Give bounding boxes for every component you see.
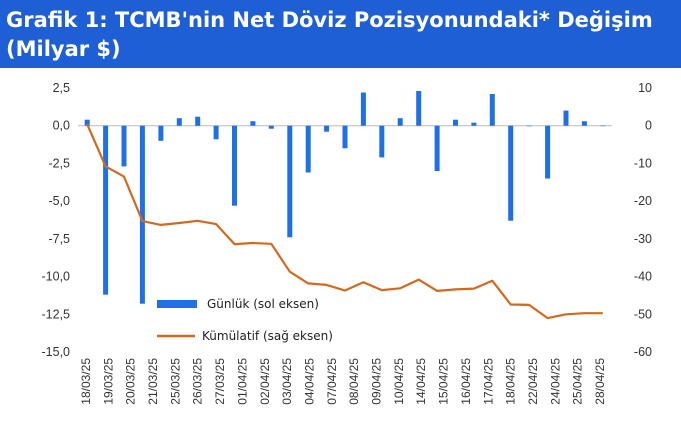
legend: Günlük (sol eksen) Kümülatif (sağ eksen): [157, 297, 333, 343]
bar-18/03/25: [84, 119, 90, 126]
bar-23/04/25: [526, 125, 532, 127]
bar-09/04/25: [342, 125, 348, 149]
x-tick-label: 09/04/25: [370, 358, 384, 405]
bar-24/04/25: [545, 125, 551, 179]
y-right-tick-label: 10: [638, 81, 652, 95]
bar-26/03/25: [195, 116, 201, 126]
bar-20/03/25: [121, 125, 127, 167]
cumulative-line: [86, 123, 603, 320]
y-right-tick-label: 0: [645, 119, 652, 133]
y-right-tick-label: -30: [634, 232, 652, 246]
bar-28/04/25: [581, 121, 587, 126]
x-tick-label: 28/04/25: [593, 358, 607, 405]
bar-21/04/25: [489, 94, 495, 126]
title-band: Grafik 1: TCMB'nin Net Döviz Pozisyonund…: [0, 0, 681, 68]
y-right-tick-label: -10: [634, 156, 652, 170]
y-left-tick-label: 0,0: [53, 119, 70, 133]
x-tick-label: 16/04/25: [459, 358, 473, 405]
bar-04/04/25: [287, 125, 293, 238]
y-left-tick-label: -15,0: [42, 345, 71, 359]
y-left-tick-label: -7,5: [48, 232, 70, 246]
bar-07/04/25: [305, 125, 311, 173]
y-left-tick-label: -12,5: [42, 307, 71, 321]
bar-02/04/25: [250, 121, 256, 126]
legend-bar-swatch: [157, 300, 197, 308]
bar-10/04/25: [360, 92, 366, 126]
y-right-tick-label: -20: [634, 194, 652, 208]
x-tick-label: 18/04/25: [504, 358, 518, 405]
y-right-tick-label: -60: [634, 345, 652, 359]
bar-24/03/25: [158, 125, 164, 141]
x-axis: 18/03/25 19/03/25 20/03/25 21/03/25 25/03/25…: [79, 358, 607, 405]
bar-01/04/25: [232, 125, 237, 206]
x-tick-label: 07/04/25: [325, 358, 339, 405]
bar-15/04/25: [416, 91, 422, 126]
x-tick-label: 19/03/25: [101, 358, 115, 405]
bar-21/03/25: [139, 125, 145, 304]
y-right-tick-label: -50: [634, 307, 652, 321]
x-tick-label: 24/04/25: [548, 358, 562, 405]
x-tick-label: 17/04/25: [481, 358, 495, 405]
x-tick-label: 20/03/25: [124, 358, 138, 405]
bar-18/04/25: [471, 122, 477, 126]
y-axis-left: 2,5 0,0 -2,5 -5,0 -7,5 -10,0 -12,5 -15,0: [42, 81, 71, 359]
bar-19/03/25: [103, 125, 109, 295]
bar-27/03/25: [213, 125, 219, 140]
legend-line-label: Kümülatif (sağ eksen): [202, 329, 333, 343]
bar-29/04/25: [600, 125, 606, 127]
y-left-tick-label: -5,0: [48, 194, 70, 208]
x-tick-label: 22/04/25: [526, 358, 540, 405]
x-tick-label: 27/03/25: [213, 358, 227, 405]
y-left-tick-label: -2,5: [48, 156, 70, 170]
chart-title: Grafik 1: TCMB'nin Net Döviz Pozisyonund…: [6, 8, 653, 32]
chart: 2,5 0,0 -2,5 -5,0 -7,5 -10,0 -12,5 -15,0 10 0 -10…: [42, 81, 653, 405]
bar-17/04/25: [453, 119, 458, 126]
x-tick-label: 08/04/25: [347, 358, 361, 405]
chart-title-unit: (Milyar $): [6, 37, 121, 61]
x-tick-label: 14/04/25: [414, 358, 428, 405]
x-tick-label: 02/04/25: [258, 358, 272, 405]
x-tick-label: 25/03/25: [168, 358, 182, 405]
y-left-tick-label: -10,0: [42, 270, 71, 284]
y-right-tick-label: -40: [634, 270, 652, 284]
bar-11/04/25: [379, 125, 385, 158]
legend-bar-label: Günlük (sol eksen): [207, 297, 319, 311]
bar-16/04/25: [434, 125, 440, 171]
bar-22/04/25: [508, 125, 514, 221]
y-left-tick-label: 2,5: [53, 81, 70, 95]
x-tick-label: 15/04/25: [437, 358, 451, 405]
bar-08/04/25: [324, 125, 330, 132]
x-tick-label: 04/04/25: [303, 358, 317, 405]
x-tick-label: 21/03/25: [146, 358, 160, 405]
line-kumulatif: [86, 123, 603, 320]
x-tick-label: 10/04/25: [392, 358, 406, 405]
bar-25/04/25: [563, 110, 569, 126]
bar-25/03/25: [176, 118, 182, 126]
x-tick-label: 26/03/25: [191, 358, 205, 405]
x-tick-label: 25/04/25: [571, 358, 585, 405]
x-tick-label: 03/04/25: [280, 358, 294, 405]
bar-03/04/25: [268, 125, 274, 129]
x-tick-label: 18/03/25: [79, 358, 93, 405]
bar-14/04/25: [397, 118, 403, 126]
bars: [84, 91, 606, 304]
y-axis-right: 10 0 -10 -20 -30 -40 -50 -60: [634, 81, 652, 359]
x-tick-label: 01/04/25: [235, 358, 249, 405]
